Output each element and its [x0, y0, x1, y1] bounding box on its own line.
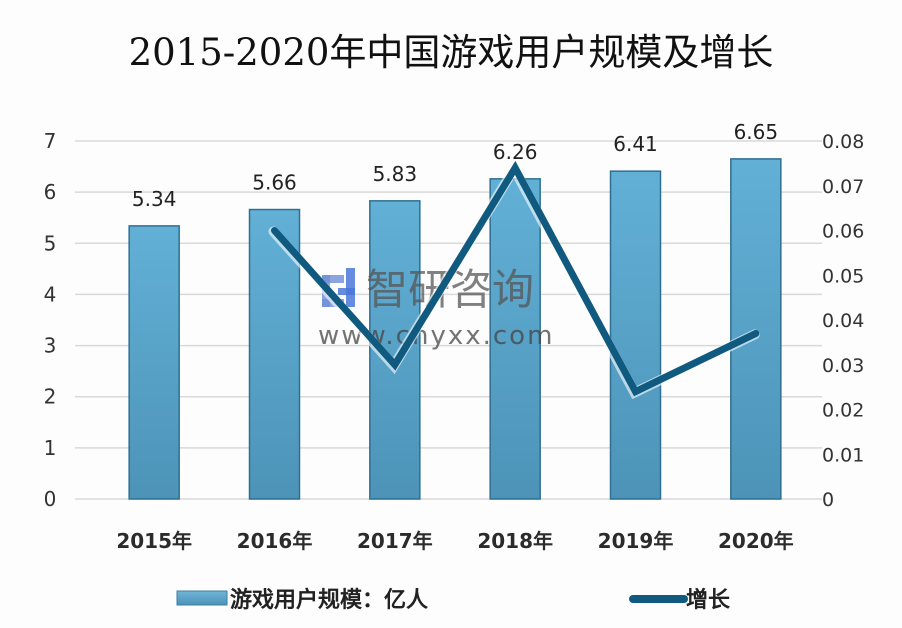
left-axis-tick: 7 — [44, 129, 57, 153]
legend: 游戏用户规模：亿人 增长 — [176, 587, 731, 613]
right-axis-tick: 0.02 — [822, 400, 864, 422]
right-axis-ticks: 0 0.01 0.02 0.03 0.04 0.05 0.06 0.07 0.08 — [822, 131, 864, 511]
watermark: 智研咨询 www.chyxx.com — [318, 265, 552, 351]
x-axis-labels: 2015年 2016年 2017年 2018年 2019年 2020年 — [116, 529, 793, 553]
x-axis-label: 2017年 — [357, 529, 433, 553]
growth-line[interactable] — [271, 160, 760, 397]
x-axis-label: 2015年 — [116, 529, 192, 553]
x-axis-label: 2020年 — [718, 529, 794, 553]
bar[interactable] — [489, 178, 541, 500]
left-axis-tick: 0 — [44, 487, 57, 511]
left-axis-tick: 1 — [44, 436, 57, 460]
left-axis-tick: 2 — [44, 385, 57, 409]
bar-value-label: 6.26 — [493, 140, 538, 164]
bar-value-label: 6.65 — [734, 120, 779, 144]
right-axis-tick: 0.04 — [822, 310, 864, 332]
x-axis-label: 2018年 — [477, 529, 553, 553]
legend-item-line[interactable]: 增长 — [629, 587, 731, 613]
legend-bar-label: 游戏用户规模：亿人 — [230, 587, 428, 613]
right-axis-tick: 0.05 — [822, 265, 864, 287]
bar-value-label: 5.83 — [373, 162, 418, 186]
right-axis-tick: 0.08 — [822, 131, 864, 153]
legend-item-bar[interactable]: 游戏用户规模：亿人 — [176, 587, 428, 613]
bar-value-labels: 5.34 5.66 5.83 6.26 6.41 6.65 — [132, 120, 778, 211]
bar[interactable] — [128, 225, 180, 500]
bar[interactable] — [609, 170, 662, 500]
bar-value-label: 5.66 — [252, 171, 297, 195]
x-axis-label: 2016年 — [237, 529, 313, 553]
gridlines — [75, 140, 822, 500]
left-axis-ticks: 0 1 2 3 4 5 6 7 — [44, 129, 57, 511]
right-axis-tick: 0.06 — [822, 221, 864, 243]
right-axis-tick: 0 — [822, 489, 834, 511]
legend-line-label: 增长 — [686, 587, 731, 613]
x-axis-label: 2019年 — [598, 529, 674, 553]
bar[interactable] — [730, 158, 782, 500]
bar-value-label: 6.41 — [613, 132, 658, 156]
right-axis-tick: 0.03 — [822, 355, 864, 377]
left-axis-tick: 4 — [44, 282, 57, 306]
right-axis-tick: 0.07 — [822, 176, 864, 198]
left-axis-tick: 5 — [44, 231, 57, 255]
legend-bar-swatch-icon — [176, 590, 228, 606]
growth-line-series — [268, 158, 760, 400]
chart-title: 2015-2020年中国游戏用户规模及增长 — [128, 31, 774, 74]
bar-value-label: 5.34 — [132, 187, 177, 211]
left-axis-tick: 3 — [44, 334, 57, 358]
right-axis-tick: 0.01 — [822, 444, 864, 466]
left-axis-tick: 6 — [44, 180, 57, 204]
